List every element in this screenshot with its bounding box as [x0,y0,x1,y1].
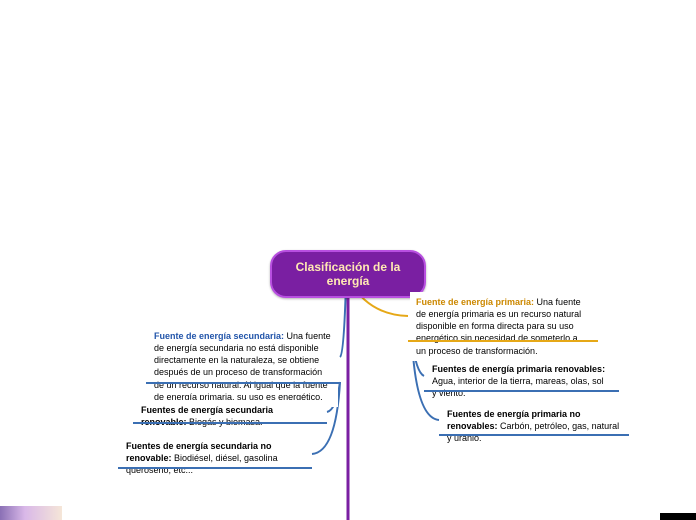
node-secundaria-norenov: Fuentes de energía secundaria no renovab… [120,436,310,480]
underline-secundaria-norenov [118,467,312,469]
node-primaria-norenov: Fuentes de energía primaria no renovable… [441,404,627,448]
node-primaria-renov: Fuentes de energía primaria renovables: … [426,359,616,403]
node-label: Fuentes de energía primaria renovables: [432,364,605,374]
node-body: Una fuente de energía secundaria no está… [154,331,331,402]
node-body: Agua, interior de la tierra, mareas, ola… [432,376,604,398]
underline-secundaria [146,382,340,384]
underline-primaria [408,340,598,342]
underline-primaria-norenov [439,434,629,436]
underline-primaria-renov [424,390,619,392]
node-primaria: Fuente de energía primaria: Una fuente d… [410,292,596,361]
underline-secundaria-renov [133,422,327,424]
thumbnail-stub [0,506,62,520]
node-secundaria: Fuente de energía secundaria: Una fuente… [148,326,338,407]
node-secundaria-renov: Fuentes de energía secundaria renovable:… [135,400,325,432]
corner-stub [660,513,696,520]
node-label: Fuente de energía primaria: [416,297,534,307]
node-label: Fuente de energía secundaria: [154,331,284,341]
root-node: Clasificación de la energía [270,250,426,298]
